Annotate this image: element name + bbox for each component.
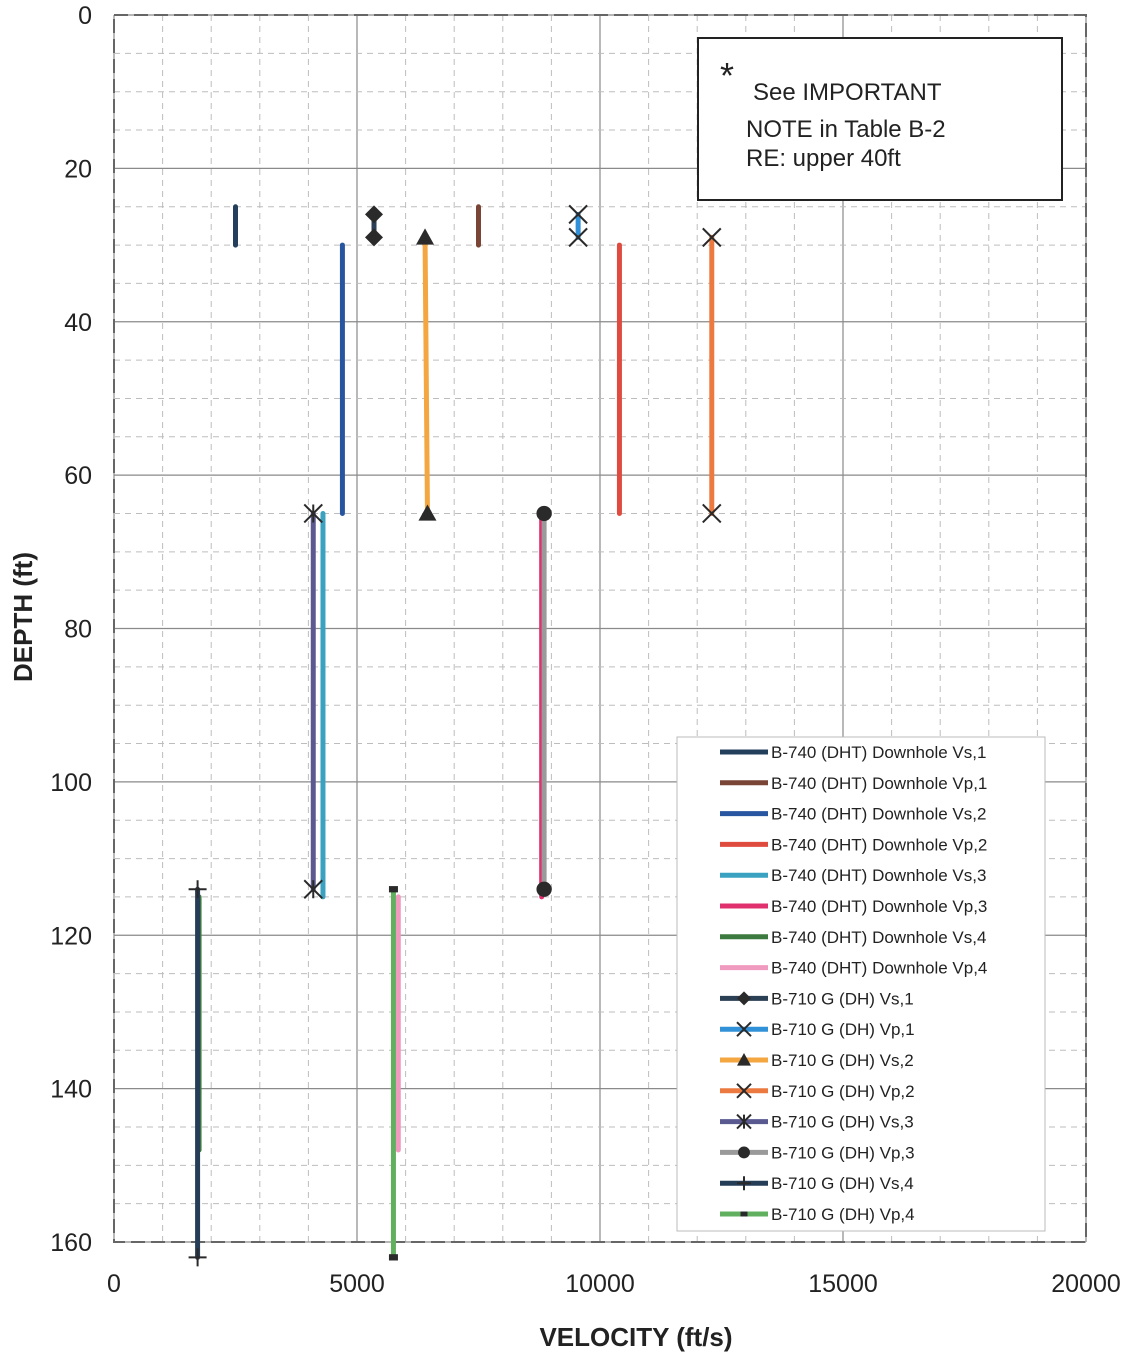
x-tick-label: 20000 — [1051, 1270, 1121, 1298]
y-tick-label: 140 — [50, 1076, 92, 1104]
legend-marker — [740, 1211, 748, 1217]
plot-frame — [113, 14, 1087, 1243]
y-tick-label: 80 — [64, 616, 92, 644]
series-group — [195, 204, 715, 1260]
x-axis-title: VELOCITY (ft/s) — [539, 1322, 732, 1352]
tick-labels: 0 5000 10000 15000 20000 0 20 40 60 80 100 120 140 16… — [50, 2, 1120, 1298]
series-marker-15 — [188, 880, 207, 899]
series-marker-9 — [365, 205, 384, 224]
plot-border — [113, 14, 1087, 1243]
y-axis-title: DEPTH (ft) — [8, 552, 38, 682]
series-marker-10 — [568, 204, 588, 225]
series-marker-11 — [418, 504, 437, 521]
legend-marker — [737, 1053, 751, 1066]
legend-label: B-740 (DHT) Downhole Vs,3 — [771, 866, 986, 885]
x-tick-label: 15000 — [808, 1270, 878, 1298]
series-marker-9 — [365, 228, 384, 247]
x-tick-label: 10000 — [565, 1270, 635, 1298]
markers-group — [188, 204, 722, 1267]
legend-label: B-710 G (DH) Vp,1 — [771, 1020, 915, 1039]
legend-marker — [736, 1113, 752, 1130]
legend-label: B-740 (DHT) Downhole Vp,2 — [771, 835, 987, 854]
series-marker-13 — [303, 879, 323, 899]
y-tick-label: 0 — [78, 2, 92, 30]
series-marker-15 — [188, 1248, 207, 1267]
legend-marker — [736, 1021, 752, 1037]
y-tick-label: 120 — [50, 922, 92, 950]
annotation-line-2: NOTE in Table B-2 — [746, 116, 946, 143]
y-tick-label: 60 — [64, 462, 92, 490]
legend-label: B-710 G (DH) Vs,2 — [771, 1051, 914, 1070]
annotation-line-3: RE: upper 40ft — [746, 145, 901, 172]
x-tick-label: 0 — [107, 1270, 121, 1298]
legend-marker — [737, 1176, 751, 1191]
legend-label: B-710 G (DH) Vp,4 — [771, 1205, 915, 1224]
legend-label: B-740 (DHT) Downhole Vs,4 — [771, 928, 986, 947]
series-marker-13 — [303, 503, 323, 524]
series-marker-16 — [388, 1254, 398, 1261]
legend-label: B-740 (DHT) Downhole Vs,2 — [771, 805, 986, 824]
series-marker-11 — [416, 228, 435, 245]
y-tick-label: 160 — [50, 1229, 92, 1257]
annotation-box: * See IMPORTANT NOTE in Table B-2 RE: up… — [697, 37, 1063, 201]
series-marker-12 — [702, 503, 722, 524]
legend: B-740 (DHT) Downhole Vs,1 B-740 (DHT) Dow… — [676, 736, 1046, 1232]
legend-label: B-710 G (DH) Vp,2 — [771, 1082, 915, 1101]
legend-label: B-740 (DHT) Downhole Vp,1 — [771, 774, 987, 793]
legend-label: B-740 (DHT) Downhole Vp,4 — [771, 959, 987, 978]
series-marker-14 — [536, 881, 552, 897]
y-tick-label: 20 — [64, 155, 92, 183]
x-tick-label: 5000 — [329, 1270, 385, 1298]
legend-label: B-710 G (DH) Vp,3 — [771, 1143, 915, 1162]
series-marker-12 — [702, 227, 722, 248]
legend-label: B-740 (DHT) Downhole Vs,1 — [771, 743, 986, 762]
series-marker-14 — [536, 505, 552, 522]
y-tick-label: 40 — [64, 309, 92, 337]
legend-marker — [738, 1146, 750, 1159]
series-marker-10 — [568, 227, 588, 248]
legend-label: B-710 G (DH) Vs,3 — [771, 1113, 914, 1132]
y-tick-label: 100 — [50, 769, 92, 797]
series-line-11 — [422, 234, 430, 516]
legend-marker — [736, 1083, 752, 1099]
annotation-symbol: * — [720, 55, 734, 96]
legend-label: B-710 G (DH) Vs,4 — [771, 1174, 914, 1193]
annotation-line-1: See IMPORTANT — [753, 79, 942, 106]
legend-label: B-710 G (DH) Vs,1 — [771, 989, 914, 1008]
series-marker-16 — [388, 886, 398, 893]
legend-label: B-740 (DHT) Downhole Vp,3 — [771, 897, 987, 916]
legend-marker — [737, 991, 751, 1006]
